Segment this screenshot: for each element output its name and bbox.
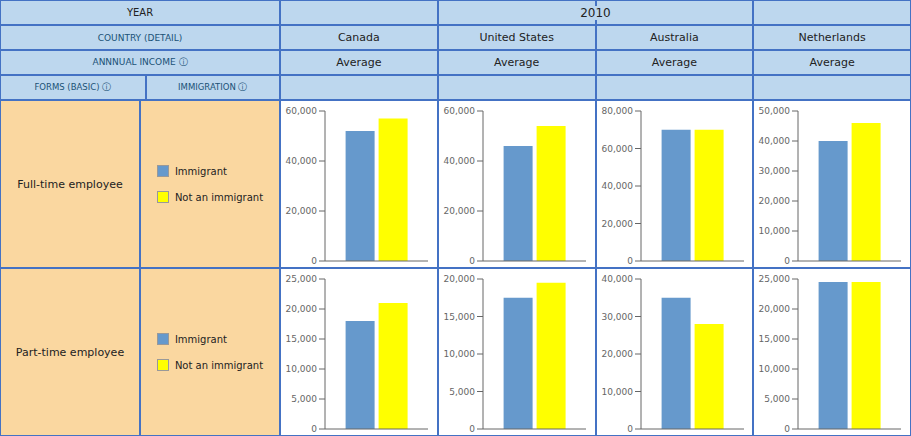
html-text:Part-time employee: Part-time employee [15, 345, 125, 359]
html-text:Average: Average [336, 56, 382, 69]
svg-text:0: 0 [311, 256, 317, 266]
svg-text:5,000: 5,000 [764, 394, 790, 404]
html-text:Average: Average [809, 56, 855, 69]
html-text:Netherlands: Netherlands [798, 31, 866, 44]
svg-text:0: 0 [785, 256, 791, 266]
svg-text:10,000: 10,000 [443, 349, 475, 359]
svg-text:25,000: 25,000 [759, 274, 791, 284]
svg-text:15,000: 15,000 [443, 312, 475, 322]
svg-text:20,000: 20,000 [759, 304, 791, 314]
svg-text:50,000: 50,000 [759, 106, 791, 116]
svg-text:20,000: 20,000 [286, 206, 318, 216]
svg-text:10,000: 10,000 [601, 387, 633, 397]
svg-text:20,000: 20,000 [286, 304, 318, 314]
svg-text:5,000: 5,000 [291, 394, 317, 404]
html-text:FORMS (BASIC) ⓘ: FORMS (BASIC) ⓘ [34, 81, 112, 92]
svg-text:5,000: 5,000 [449, 387, 475, 397]
svg-text:30,000: 30,000 [601, 312, 633, 322]
svg-text:40,000: 40,000 [286, 156, 318, 166]
html-text:COUNTRY (DETAIL): COUNTRY (DETAIL) [97, 32, 183, 43]
html-text:YEAR: YEAR [126, 7, 154, 18]
html-text:Average: Average [651, 56, 697, 69]
svg-text:40,000: 40,000 [759, 136, 791, 146]
svg-text:40,000: 40,000 [601, 181, 633, 191]
svg-text:60,000: 60,000 [601, 144, 633, 154]
html-text:Immigrant: Immigrant [174, 165, 227, 177]
html-text:Canada: Canada [337, 31, 380, 44]
svg-text:10,000: 10,000 [759, 364, 791, 374]
svg-text:20,000: 20,000 [443, 274, 475, 284]
svg-text:15,000: 15,000 [286, 334, 318, 344]
svg-text:20,000: 20,000 [759, 196, 791, 206]
html-text:Not an immigrant: Not an immigrant [174, 191, 264, 203]
svg-text:0: 0 [627, 256, 633, 266]
svg-text:0: 0 [785, 424, 791, 434]
svg-text:20,000: 20,000 [601, 219, 633, 229]
svg-text:60,000: 60,000 [443, 106, 475, 116]
html-text:United States: United States [479, 31, 554, 44]
html-text:Not an immigrant: Not an immigrant [174, 359, 264, 371]
html-text:Immigrant: Immigrant [174, 333, 227, 345]
svg-text:40,000: 40,000 [443, 156, 475, 166]
html-text:ANNNUAL INCOME ⓘ: ANNNUAL INCOME ⓘ [92, 57, 188, 67]
svg-text:0: 0 [469, 424, 475, 434]
svg-text:20,000: 20,000 [443, 206, 475, 216]
html-text:IMMIGRATION ⓘ: IMMIGRATION ⓘ [178, 81, 248, 92]
svg-text:40,000: 40,000 [601, 274, 633, 284]
svg-text:20,000: 20,000 [601, 349, 633, 359]
svg-text:0: 0 [469, 256, 475, 266]
svg-text:10,000: 10,000 [286, 364, 318, 374]
svg-text:60,000: 60,000 [286, 106, 318, 116]
html-text:2010: 2010 [580, 5, 611, 20]
svg-text:10,000: 10,000 [759, 226, 791, 236]
html-text:Average: Average [494, 56, 540, 69]
html-text:Australia: Australia [650, 31, 699, 44]
svg-text:25,000: 25,000 [286, 274, 318, 284]
html-text:Full-time employee: Full-time employee [17, 177, 123, 191]
svg-text:80,000: 80,000 [601, 106, 633, 116]
svg-text:15,000: 15,000 [759, 334, 791, 344]
svg-text:0: 0 [311, 424, 317, 434]
svg-text:0: 0 [627, 424, 633, 434]
svg-text:30,000: 30,000 [759, 166, 791, 176]
